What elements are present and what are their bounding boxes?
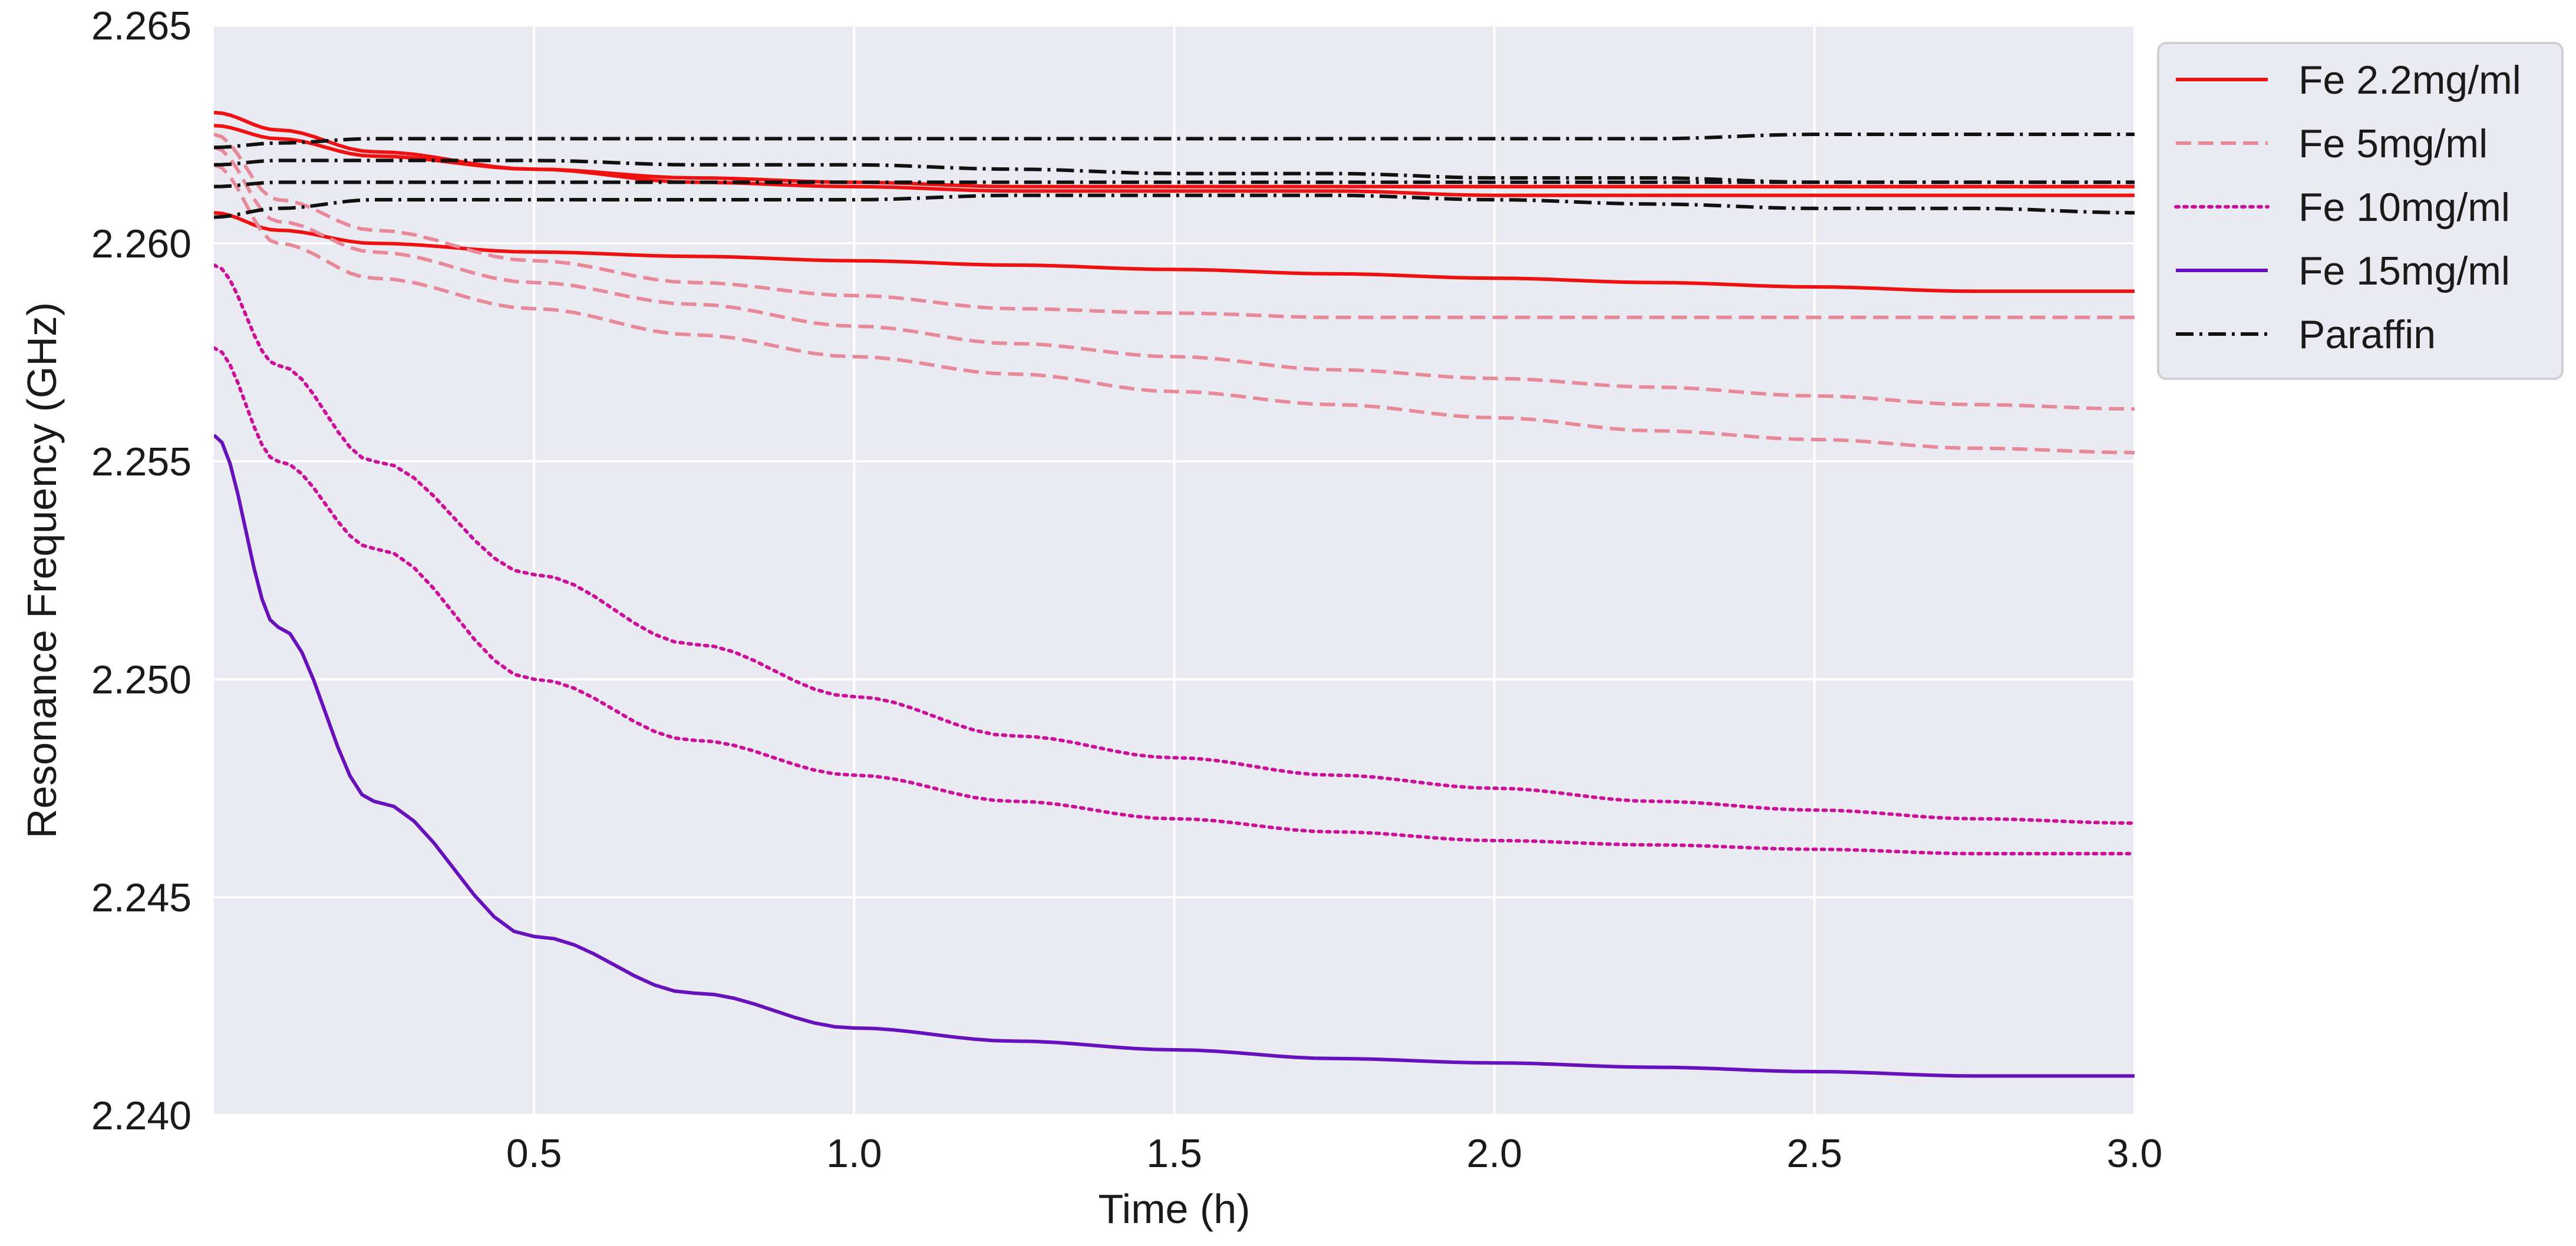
legend-box [2157,42,2564,380]
series-line-paraffin-12 [214,193,2135,219]
y-tick-label: 2.255 [91,439,192,484]
legend-label: Fe 2.2mg/ml [2298,58,2521,103]
legend-label: Fe 10mg/ml [2298,185,2510,230]
series-line-fe-2-2mg-ml-0 [214,111,2135,197]
y-axis-label: Resonance Frequency (GHz) [19,302,65,838]
series-line-fe-5mg-ml-5 [214,163,2135,455]
x-tick-label: 2.0 [1466,1131,1522,1176]
x-tick-label: 1.5 [1146,1131,1202,1176]
series-line-fe-10mg-ml-6 [214,263,2135,825]
legend: Fe 2.2mg/ml Fe 5mg/ml Fe 10mg/ml Fe 15mg/ml… [2157,42,2564,380]
legend-label: Fe 5mg/ml [2298,121,2488,166]
x-tick-label: 2.5 [1787,1131,1843,1176]
series-line-paraffin-9 [214,133,2135,150]
y-tick-label: 2.240 [91,1093,192,1138]
y-tick-label: 2.265 [91,4,192,48]
x-tick-label: 0.5 [506,1131,562,1176]
series-line-fe-2-2mg-ml-2 [214,211,2135,293]
legend-label: Paraffin [2298,312,2436,357]
y-tick-label: 2.250 [91,657,192,702]
y-tick-labels: 2.240 2.245 2.250 2.255 2.260 2.265 [91,4,192,1138]
series-line-paraffin-10 [214,158,2135,184]
series-layer [214,111,2135,1078]
series-line-fe-2-2mg-ml-1 [214,124,2135,189]
x-tick-label: 1.0 [826,1131,882,1176]
y-tick-label: 2.245 [91,875,192,920]
series-line-paraffin-11 [214,180,2135,189]
legend-label: Fe 15mg/ml [2298,249,2510,293]
y-tick-label: 2.260 [91,222,192,266]
series-line-fe-5mg-ml-3 [214,133,2135,319]
x-tick-label: 3.0 [2107,1131,2163,1176]
series-line-fe-5mg-ml-4 [214,146,2135,411]
series-line-fe-10mg-ml-7 [214,346,2135,855]
x-axis-label: Time (h) [1099,1186,1251,1232]
series-line-fe-15mg-ml-8 [214,434,2135,1078]
x-tick-labels: 0.5 1.0 1.5 2.0 2.5 3.0 [506,1131,2162,1176]
